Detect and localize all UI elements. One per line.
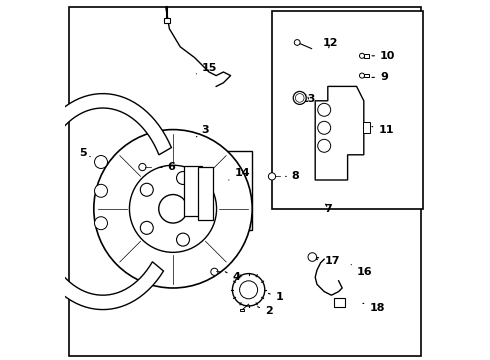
Text: 3: 3 — [196, 125, 209, 137]
Circle shape — [139, 163, 146, 171]
Text: 7: 7 — [324, 204, 332, 214]
Text: 12: 12 — [322, 38, 338, 48]
Text: 5: 5 — [79, 148, 90, 158]
Circle shape — [269, 173, 275, 180]
Bar — [272, 11, 423, 209]
Circle shape — [95, 184, 107, 197]
Text: 17: 17 — [317, 256, 340, 266]
Circle shape — [140, 221, 153, 234]
Bar — [173, 151, 252, 230]
Bar — [334, 298, 345, 307]
Circle shape — [293, 91, 306, 104]
Circle shape — [240, 281, 258, 299]
Polygon shape — [198, 167, 213, 220]
Text: 14: 14 — [229, 168, 250, 180]
Circle shape — [318, 103, 331, 116]
Text: 1: 1 — [269, 292, 283, 302]
Text: 16: 16 — [351, 265, 372, 277]
Circle shape — [308, 253, 317, 261]
Circle shape — [94, 130, 252, 288]
FancyBboxPatch shape — [69, 7, 421, 356]
Text: 10: 10 — [372, 51, 395, 61]
Bar — [364, 74, 369, 77]
Text: 15: 15 — [196, 63, 217, 74]
Text: 18: 18 — [363, 303, 385, 313]
Circle shape — [295, 94, 304, 102]
Text: 8: 8 — [286, 171, 299, 181]
Circle shape — [199, 202, 212, 215]
Circle shape — [176, 233, 190, 246]
Text: 9: 9 — [372, 72, 388, 82]
Circle shape — [176, 171, 190, 184]
Circle shape — [159, 194, 187, 223]
Text: 4: 4 — [225, 272, 240, 282]
Polygon shape — [184, 166, 202, 216]
Circle shape — [294, 40, 300, 45]
Bar — [240, 309, 244, 311]
Circle shape — [95, 217, 107, 230]
Circle shape — [360, 73, 365, 78]
Polygon shape — [315, 86, 364, 180]
Circle shape — [318, 139, 331, 152]
Circle shape — [95, 156, 107, 168]
Circle shape — [140, 183, 153, 196]
Bar — [363, 122, 370, 133]
Polygon shape — [24, 94, 172, 310]
Circle shape — [318, 121, 331, 134]
Bar — [164, 18, 170, 23]
Text: 11: 11 — [372, 125, 393, 135]
Text: 6: 6 — [160, 162, 175, 172]
Circle shape — [129, 165, 217, 252]
Circle shape — [360, 53, 365, 58]
Bar — [364, 54, 369, 58]
Circle shape — [211, 268, 218, 275]
Circle shape — [232, 274, 265, 306]
Text: 2: 2 — [258, 306, 272, 316]
Text: 13: 13 — [301, 94, 316, 104]
